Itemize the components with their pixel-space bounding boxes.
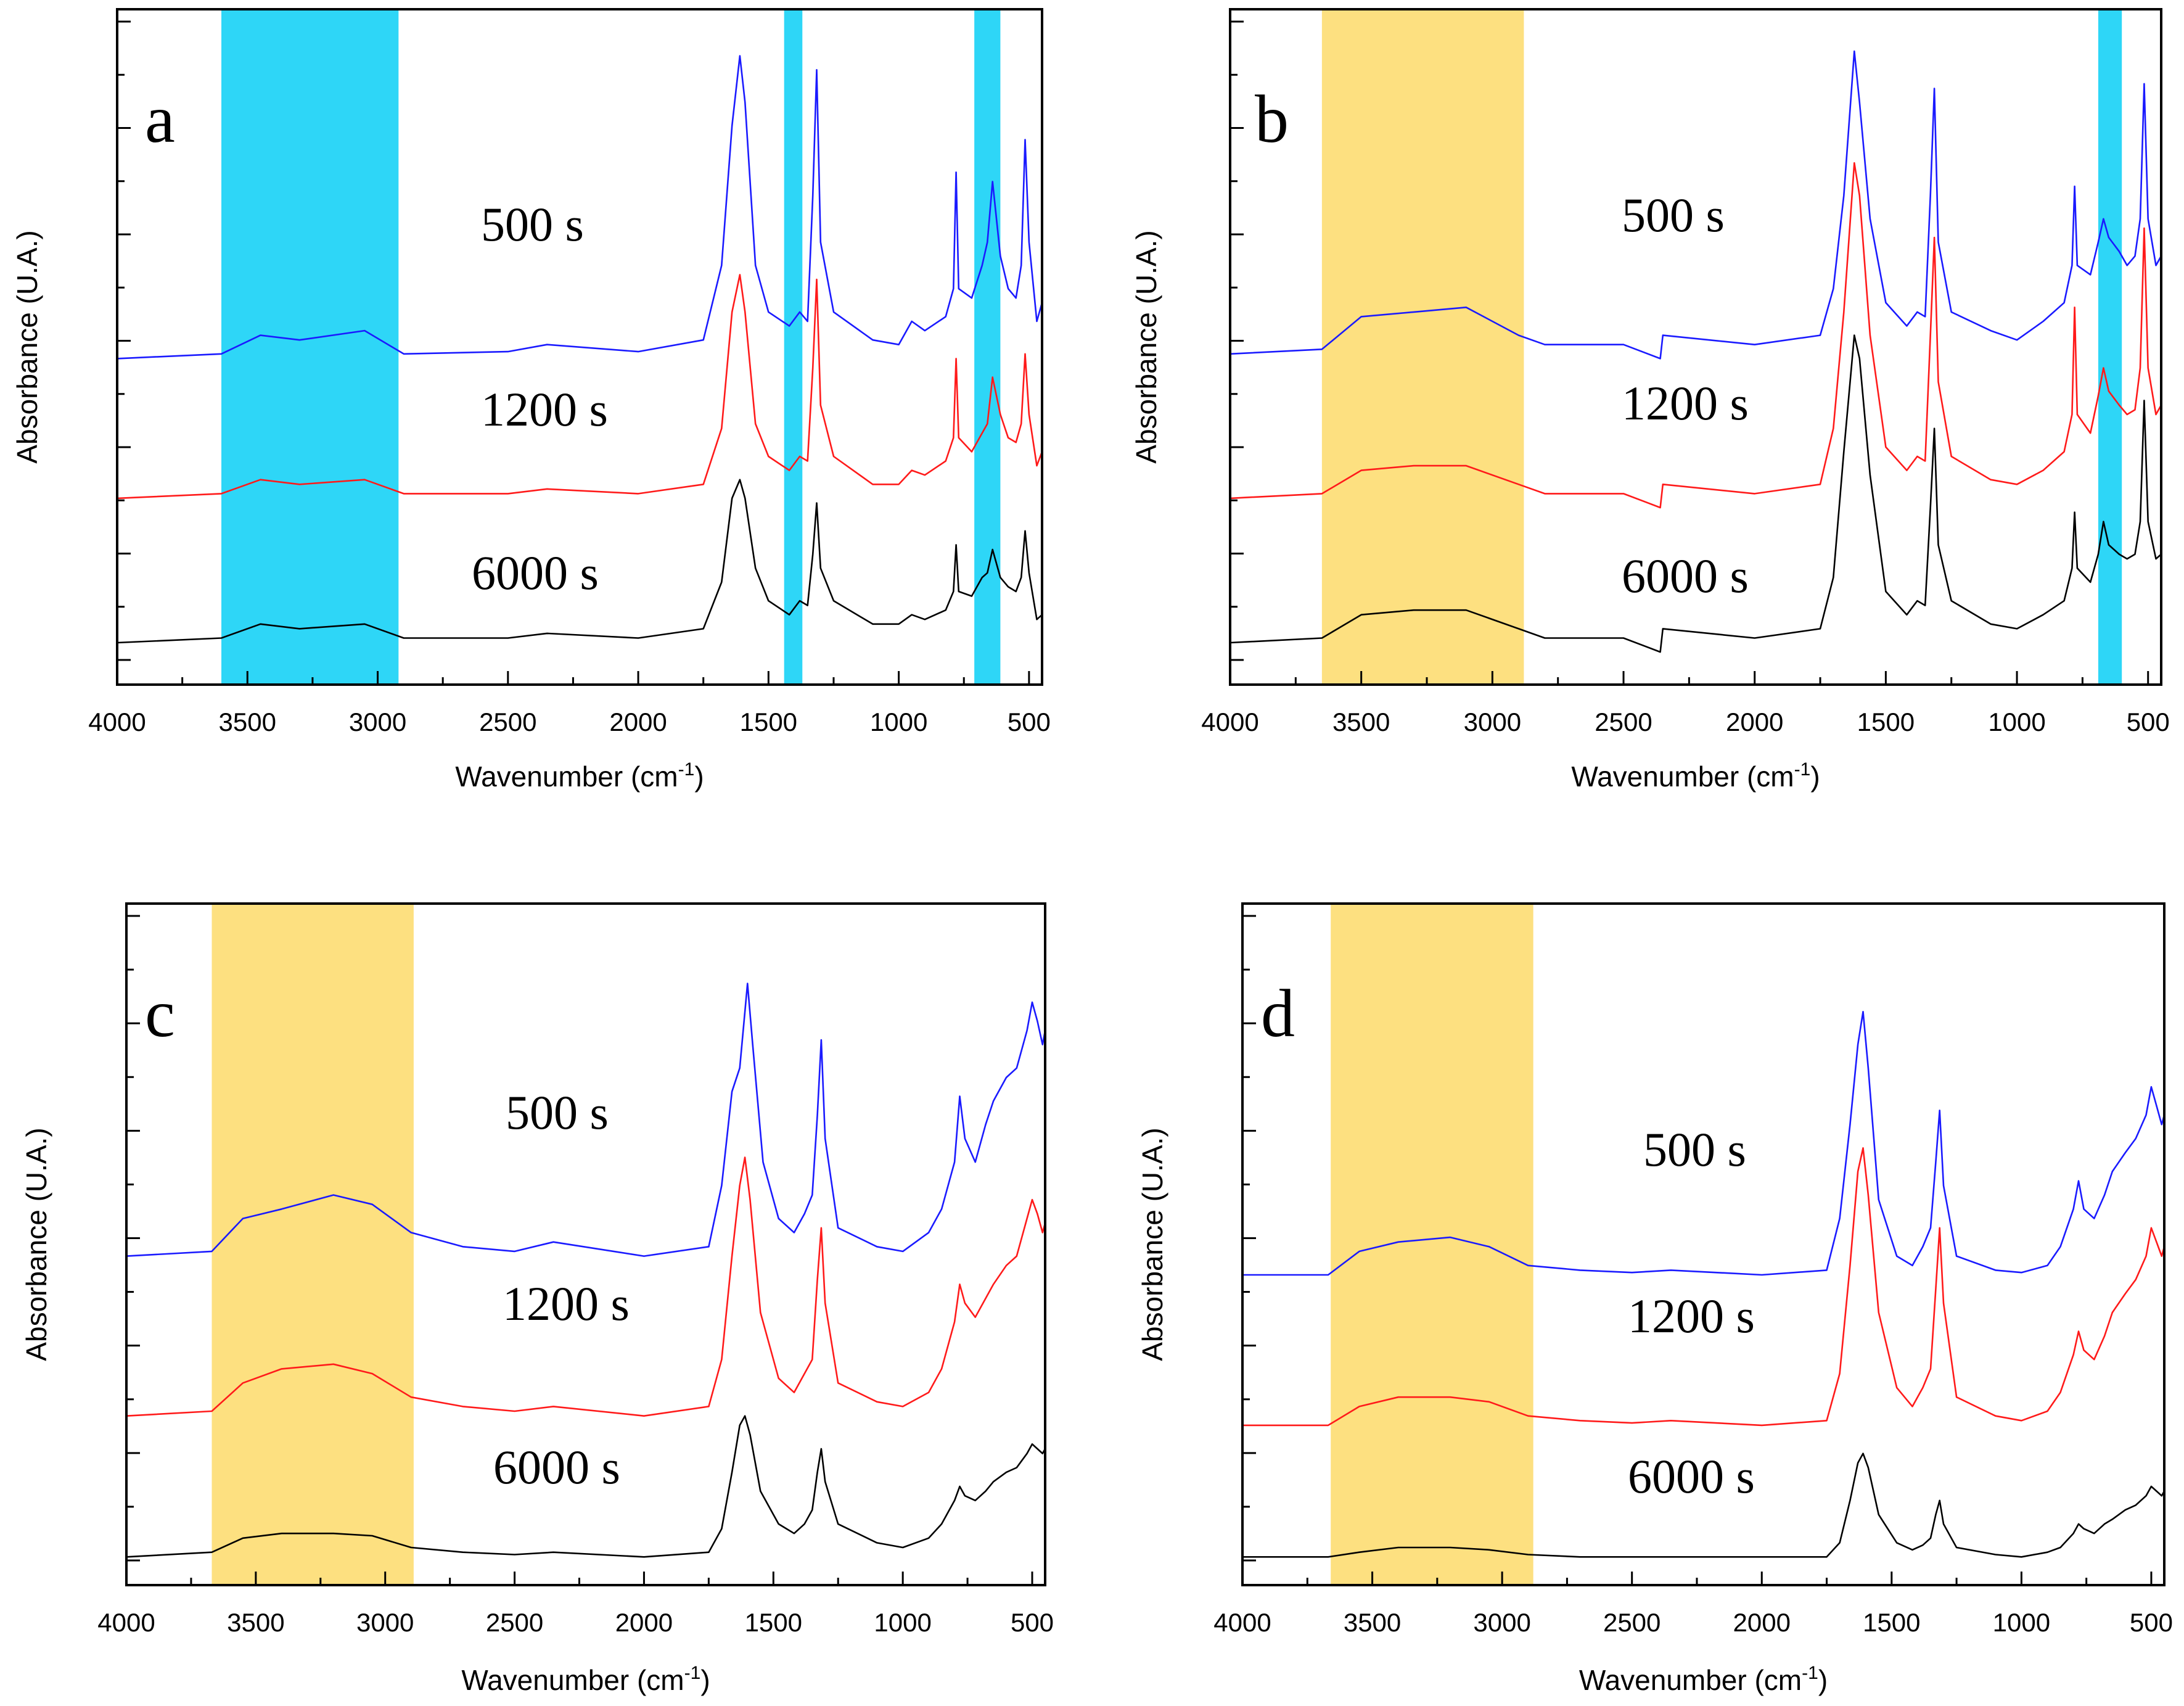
series-line-500-s: [117, 55, 1043, 360]
y-axis-title: Absorbance (U.A.): [1136, 1127, 1168, 1361]
panel-b: 4000 3500 3000 2500 2000 1500 1000 500 Wavenumbe…: [1130, 8, 2170, 793]
x-tick-label: 1000: [874, 1608, 931, 1637]
panel-c: 4000 3500 3000 2500 2000 1500 1000 500 Wavenumbe…: [20, 902, 1054, 1696]
plot-frame: [116, 8, 1043, 686]
series-line-6000-s: [117, 479, 1043, 644]
panel-d: 4000 3500 3000 2500 2000 1500 1000 500 Wavenumbe…: [1136, 902, 2173, 1696]
plot-frame: [1241, 902, 2166, 1586]
x-tick-label: 1500: [740, 707, 797, 736]
highlight-band-2: [784, 9, 803, 685]
x-tick-label: 1500: [1863, 1608, 1920, 1637]
series-label: 1200 s: [503, 1277, 630, 1330]
x-axis-title: Wavenumber (cm-1): [1571, 759, 1820, 793]
y-axis-title: Absorbance (U.A.): [20, 1127, 52, 1361]
x-tick-label: 1000: [1993, 1608, 2050, 1637]
panel-letter: d: [1261, 976, 1295, 1051]
plot-frame: [125, 902, 1046, 1586]
x-tick-label: 500: [1008, 707, 1051, 736]
series-line-500-s: [126, 983, 1046, 1257]
panel-letter: b: [1255, 81, 1289, 157]
x-tick-label: 3500: [227, 1608, 284, 1637]
highlight-band-1: [1331, 904, 1533, 1585]
x-tick-label: 3500: [219, 707, 276, 736]
series-label: 1200 s: [1628, 1289, 1755, 1343]
panel-letter: c: [145, 976, 175, 1051]
x-axis-title: Wavenumber (cm-1): [455, 759, 704, 793]
series-line-1200-s: [1230, 162, 2162, 509]
x-tick-label: 1500: [745, 1608, 802, 1637]
x-tick-label: 500: [1011, 1608, 1054, 1637]
panel-a: 4000 3500 3000 2500 2000 1500 1000 500 Wavenumbe…: [11, 8, 1051, 793]
x-tick-label: 1000: [1988, 707, 2045, 736]
series-label: 500 s: [1643, 1123, 1746, 1176]
highlight-band-1: [221, 9, 399, 685]
x-tick-label: 2500: [1603, 1608, 1661, 1637]
x-tick-label: 2000: [1733, 1608, 1791, 1637]
x-tick-label: 2000: [1726, 707, 1783, 736]
x-tick-label: 3500: [1344, 1608, 1401, 1637]
y-axis-title: Absorbance (U.A.): [11, 230, 43, 463]
x-axis-title: Wavenumber (cm-1): [1579, 1663, 1828, 1696]
x-tick-label: 2500: [479, 707, 536, 736]
series-label: 6000 s: [472, 546, 599, 600]
x-tick-label: 1500: [1857, 707, 1915, 736]
x-tick-label: 1000: [870, 707, 927, 736]
series-line-500-s: [1230, 50, 2162, 360]
highlight-band-2: [2098, 9, 2122, 685]
x-tick-label: 500: [2127, 707, 2170, 736]
x-tick-label: 3500: [1332, 707, 1390, 736]
highlight-band-1: [1321, 9, 1524, 685]
x-tick-label: 3000: [1473, 1608, 1530, 1637]
x-axis-title: Wavenumber (cm-1): [461, 1663, 710, 1696]
x-tick-label: 2000: [609, 707, 667, 736]
x-tick-label: 4000: [1213, 1608, 1271, 1637]
x-tick-label: 4000: [1201, 707, 1258, 736]
x-tick-label: 2000: [615, 1608, 673, 1637]
y-axis-title: Absorbance (U.A.): [1130, 230, 1162, 463]
series-label: 6000 s: [1628, 1449, 1755, 1503]
series-line-1200-s: [1242, 1147, 2166, 1427]
series-line-1200-s: [126, 1156, 1046, 1417]
x-tick-label: 4000: [88, 707, 146, 736]
series-line-6000-s: [1230, 334, 2162, 653]
series-label: 1200 s: [1622, 376, 1749, 430]
series-label: 6000 s: [493, 1440, 620, 1494]
x-tick-label: 2500: [1595, 707, 1652, 736]
x-tick-label: 3000: [1464, 707, 1521, 736]
x-tick-label: 3000: [356, 1608, 414, 1637]
series-line-6000-s: [1242, 1453, 2166, 1558]
series-line-6000-s: [126, 1415, 1046, 1558]
panel-letter: a: [145, 81, 175, 157]
x-tick-label: 3000: [349, 707, 406, 736]
series-line-500-s: [1242, 1011, 2166, 1276]
series-label: 500 s: [506, 1086, 609, 1139]
series-label: 500 s: [1622, 188, 1725, 242]
x-tick-label: 2500: [486, 1608, 543, 1637]
x-tick-label: 4000: [97, 1608, 155, 1637]
plot-frame: [1229, 8, 2162, 686]
series-line-1200-s: [117, 274, 1043, 500]
series-label: 500 s: [481, 197, 584, 251]
series-label: 6000 s: [1622, 549, 1749, 603]
highlight-band-1: [211, 904, 414, 1585]
series-label: 1200 s: [481, 382, 608, 436]
x-tick-label: 500: [2130, 1608, 2173, 1637]
